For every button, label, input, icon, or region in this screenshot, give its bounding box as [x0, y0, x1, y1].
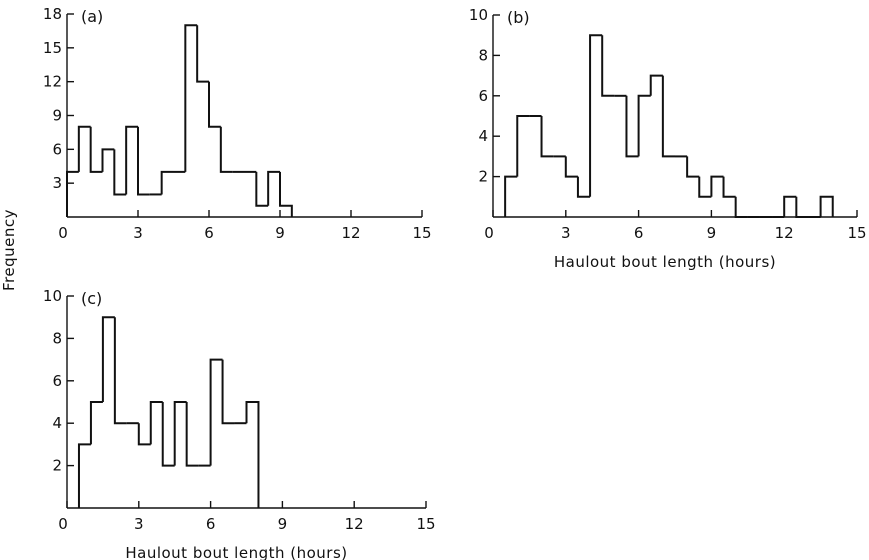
x-axis-title: Haulout bout length (hours) — [125, 544, 347, 560]
x-axis-title: Haulout bout length (hours) — [554, 253, 776, 271]
histogram-bin — [125, 125, 138, 195]
histogram-bin — [160, 170, 174, 195]
x-tick-label: 9 — [275, 224, 285, 242]
histogram-bin — [625, 95, 639, 158]
histogram-bin — [149, 401, 163, 445]
histogram-bin — [576, 176, 591, 198]
y-tick-label: 4 — [52, 414, 62, 432]
histogram-bin — [161, 402, 175, 467]
y-tick-label: 9 — [52, 107, 62, 125]
histogram-bin — [113, 149, 127, 196]
histogram-bin — [279, 171, 293, 217]
histogram-bin — [113, 317, 127, 425]
histogram-bin — [255, 171, 269, 207]
x-tick-label: 9 — [278, 515, 288, 533]
histogram-bin — [601, 35, 615, 97]
histogram-bin — [89, 126, 103, 173]
x-tick-label: 15 — [847, 224, 866, 242]
y-tick-label: 12 — [43, 73, 62, 91]
x-tick-label: 3 — [561, 224, 571, 242]
histogram-bin — [77, 125, 91, 172]
x-tick-label: 6 — [206, 515, 216, 533]
shared-y-axis-title: Frequency — [0, 209, 18, 291]
histogram-bin — [101, 316, 115, 402]
histogram-bin — [710, 175, 724, 197]
histogram-bin — [245, 401, 260, 508]
histogram-bin — [686, 156, 700, 178]
histogram-bin — [137, 423, 151, 446]
histogram-bin — [66, 170, 79, 217]
x-tick-label: 3 — [134, 515, 144, 533]
histogram-bin — [637, 94, 651, 157]
histogram-bin — [698, 176, 712, 198]
histogram-bin — [661, 75, 675, 158]
y-tick-label: 6 — [52, 140, 62, 158]
histogram-bin — [589, 34, 603, 197]
histogram-bin — [819, 195, 834, 217]
y-tick-label: 15 — [43, 39, 62, 57]
y-tick-label: 3 — [52, 174, 62, 192]
histogram-bin — [196, 25, 209, 83]
histogram-bin — [184, 24, 198, 172]
x-tick-label: 6 — [634, 224, 644, 242]
histogram-bin — [722, 176, 736, 198]
x-tick-label: 12 — [775, 224, 794, 242]
y-tick-label: 8 — [478, 46, 488, 64]
y-tick-label: 2 — [478, 168, 488, 186]
histogram-bin — [219, 126, 233, 173]
x-tick-label: 0 — [484, 224, 494, 242]
y-tick-label: 6 — [478, 87, 488, 105]
panel-b: 0 3 6 9 12 15 2 4 6 8 10 (b) Haulout bout length (ho… — [469, 6, 867, 271]
x-tick-label: 0 — [58, 224, 68, 242]
y-tick-label: 10 — [469, 6, 488, 24]
histogram-bin — [209, 358, 223, 466]
x-tick-label: 6 — [204, 224, 214, 242]
y-tick-label: 4 — [478, 127, 488, 145]
histogram-bin — [101, 148, 115, 172]
x-tick-label: 9 — [707, 224, 717, 242]
histogram-bin — [783, 195, 797, 217]
histogram-bin — [267, 170, 280, 206]
histogram-bin — [137, 126, 150, 196]
y-tick-label: 2 — [52, 457, 62, 475]
histogram-bin — [185, 402, 199, 467]
panel-label: (c) — [81, 289, 102, 308]
x-tick-label: 0 — [58, 515, 68, 533]
histogram-bin — [221, 359, 235, 425]
histogram-bin — [795, 196, 809, 218]
histogram-bin — [649, 74, 663, 96]
histogram-bin — [540, 116, 554, 158]
y-tick-label: 10 — [43, 287, 62, 305]
histogram-bin — [208, 81, 221, 128]
histogram-bin — [504, 175, 518, 217]
histogram-bin — [77, 443, 91, 508]
histogram-bin — [734, 196, 748, 218]
panel-a: 0 3 6 9 12 15 3 6 9 12 15 18 (a) — [43, 5, 432, 242]
histogram-bin — [173, 401, 187, 466]
x-tick-label: 12 — [341, 224, 360, 242]
y-tick-label: 6 — [52, 372, 62, 390]
x-tick-label: 15 — [416, 515, 435, 533]
y-tick-label: 8 — [52, 329, 62, 347]
panel-label: (b) — [507, 8, 530, 27]
histogram-bin — [516, 115, 530, 177]
panel-c: 0 3 6 9 12 15 2 4 6 8 10 (c) Haulout bout length (ho… — [43, 287, 436, 560]
histogram-bin — [89, 401, 103, 445]
histogram-bin — [564, 156, 578, 178]
x-tick-label: 3 — [133, 224, 143, 242]
panel-label: (a) — [81, 7, 103, 26]
y-tick-label: 18 — [43, 5, 62, 23]
x-tick-label: 15 — [412, 224, 431, 242]
x-tick-label: 12 — [345, 515, 364, 533]
